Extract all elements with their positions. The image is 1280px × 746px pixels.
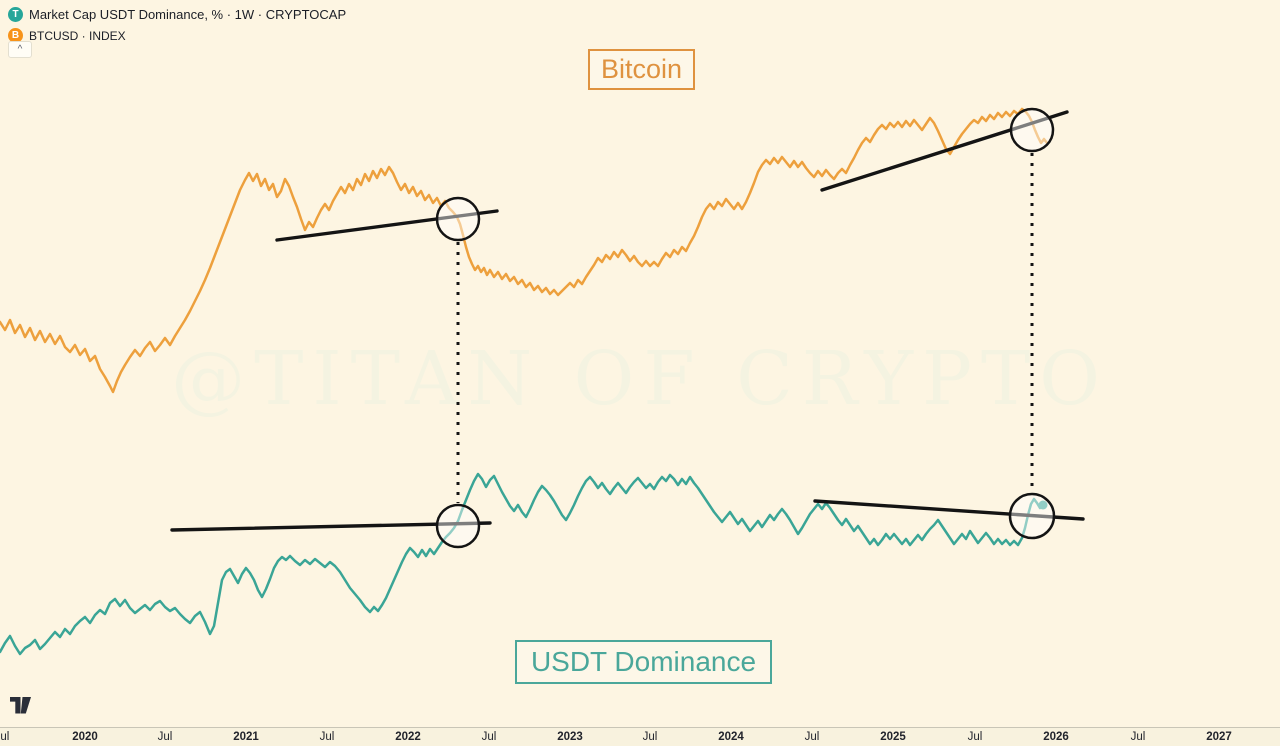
time-axis-label: Jul xyxy=(967,731,983,743)
time-axis-label: Jul xyxy=(642,731,658,743)
legend-row-usdt-dominance[interactable]: T Market Cap USDT Dominance, % · 1W · CR… xyxy=(8,5,346,24)
time-axis-label: 2027 xyxy=(1206,731,1232,743)
trendline xyxy=(820,110,1069,192)
bitcoin-annotation-label[interactable]: Bitcoin xyxy=(588,49,695,90)
time-axis-label: Jul xyxy=(319,731,335,743)
time-axis[interactable]: Jul 2020 Jul 2021 Jul 2022 Jul 2023 Jul 2024 Jul 20… xyxy=(0,727,1280,746)
bitcoin-icon: B xyxy=(8,28,23,43)
time-axis-label: Jul xyxy=(804,731,820,743)
circle-annotation xyxy=(1009,107,1055,153)
usdt-dominance-annotation-label[interactable]: USDT Dominance xyxy=(515,640,772,684)
time-axis-label: Jul xyxy=(157,731,173,743)
legend-collapse-button[interactable]: ^ xyxy=(8,41,32,58)
legend: T Market Cap USDT Dominance, % · 1W · CR… xyxy=(8,5,346,47)
time-axis-label: Jul xyxy=(0,731,10,743)
time-axis-label: 2023 xyxy=(557,731,583,743)
symbol-title-usdt: Market Cap USDT Dominance, % · 1W · CRYP… xyxy=(29,7,347,22)
tradingview-logo[interactable] xyxy=(9,696,36,715)
chart-canvas[interactable] xyxy=(0,0,1280,727)
series-line xyxy=(0,472,1045,656)
symbol-title-btcusd: BTCUSD · INDEX xyxy=(29,28,126,43)
time-axis-label: 2020 xyxy=(72,731,98,743)
legend-row-btcusd[interactable]: B BTCUSD · INDEX xyxy=(8,26,346,45)
time-axis-label: 2022 xyxy=(395,731,421,743)
time-axis-label: 2026 xyxy=(1043,731,1069,743)
usdt-annotation-text: USDT Dominance xyxy=(530,646,757,677)
bitcoin-annotation-text: Bitcoin xyxy=(600,54,683,84)
time-axis-label: 2025 xyxy=(880,731,906,743)
watermark: @TITAN OF CRYPTO xyxy=(171,336,1109,422)
series-line xyxy=(0,107,1049,394)
time-axis-label: 2021 xyxy=(233,731,259,743)
trendline xyxy=(275,209,499,242)
time-axis-label: Jul xyxy=(481,731,497,743)
trendline xyxy=(813,499,1085,521)
tether-icon: T xyxy=(8,7,23,22)
time-axis-label: Jul xyxy=(1130,731,1146,743)
circle-annotation xyxy=(435,196,481,242)
circle-annotation xyxy=(435,503,481,549)
circle-annotation xyxy=(1008,492,1056,540)
series-end-dot xyxy=(1038,500,1048,510)
time-axis-label: 2024 xyxy=(718,731,744,743)
